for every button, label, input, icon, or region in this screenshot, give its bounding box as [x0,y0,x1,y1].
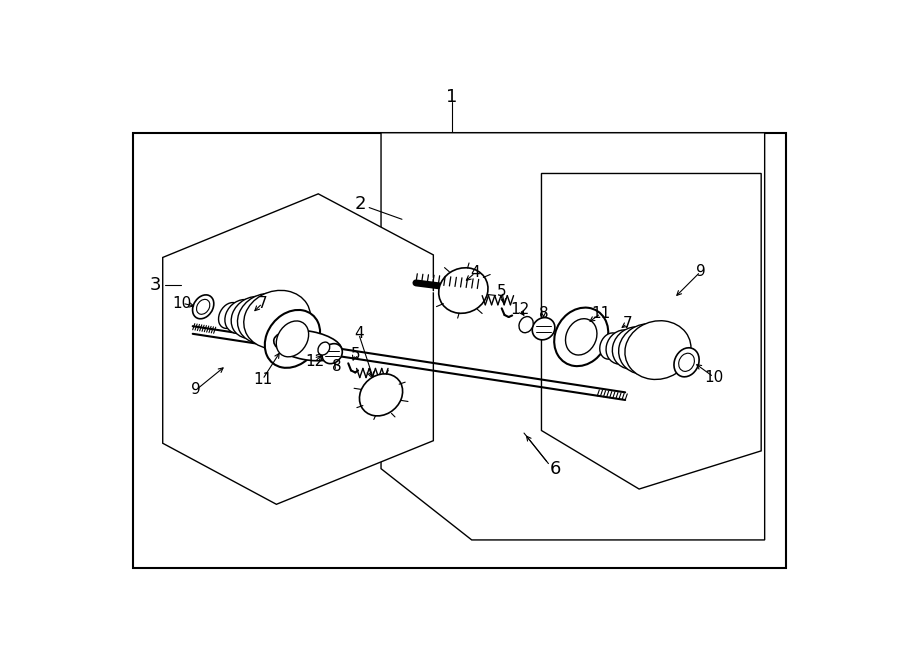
Ellipse shape [359,374,402,416]
Ellipse shape [519,317,534,332]
Polygon shape [542,173,761,489]
Ellipse shape [193,295,214,319]
Text: 11: 11 [591,306,610,321]
Ellipse shape [274,330,342,361]
Ellipse shape [618,324,673,374]
Polygon shape [163,194,434,504]
Text: 4: 4 [471,265,480,280]
Ellipse shape [318,342,329,355]
Text: 12: 12 [305,354,324,369]
Text: 4: 4 [354,327,364,341]
Ellipse shape [238,293,293,344]
Polygon shape [381,133,765,540]
Ellipse shape [612,327,656,369]
Text: 7: 7 [257,295,267,311]
Text: 10: 10 [173,295,192,311]
Ellipse shape [276,321,309,357]
Text: 3: 3 [150,276,161,294]
Ellipse shape [625,321,691,379]
Ellipse shape [219,303,241,329]
Ellipse shape [565,319,597,355]
Text: 11: 11 [253,372,272,387]
Text: 5: 5 [350,346,360,362]
Ellipse shape [679,353,695,371]
Text: 8: 8 [539,306,548,321]
Ellipse shape [225,299,258,334]
Text: 12: 12 [510,302,529,317]
Text: 7: 7 [623,316,632,331]
Text: 2: 2 [355,195,366,213]
Ellipse shape [438,268,488,313]
Text: 8: 8 [332,360,342,374]
Ellipse shape [606,330,639,364]
Ellipse shape [554,307,608,366]
Ellipse shape [599,333,621,359]
Ellipse shape [265,310,320,368]
Bar [133,133,786,568]
Ellipse shape [322,344,342,364]
Text: 6: 6 [550,459,561,478]
Ellipse shape [674,348,699,377]
Text: 10: 10 [704,369,724,385]
Text: 9: 9 [696,264,706,279]
Ellipse shape [244,290,310,349]
Ellipse shape [532,317,555,340]
Text: 9: 9 [192,382,201,397]
Ellipse shape [196,299,210,314]
Text: 5: 5 [497,284,507,299]
Ellipse shape [231,297,275,338]
Text: 1: 1 [446,88,458,106]
